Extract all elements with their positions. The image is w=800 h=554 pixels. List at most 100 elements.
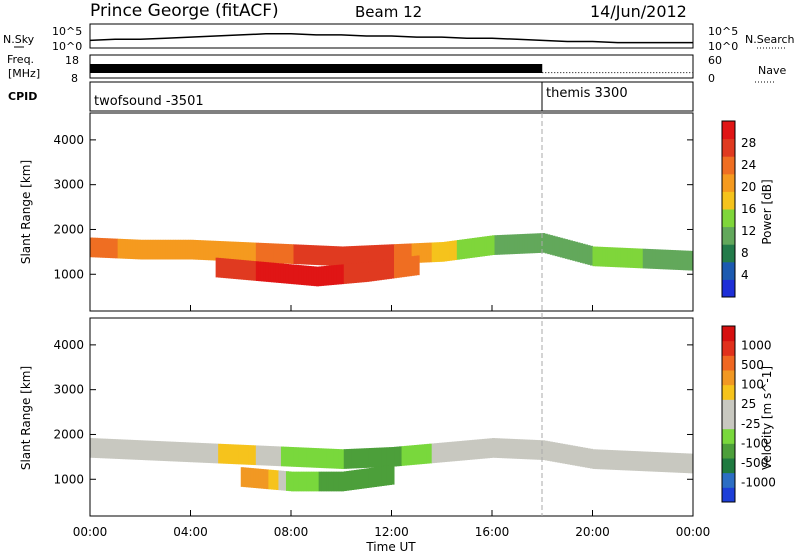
range-cell (336, 471, 340, 492)
range-cell (270, 446, 274, 466)
range-cell (321, 266, 325, 286)
range-cell (406, 243, 410, 264)
colorbar-swatch (722, 121, 735, 140)
colorbar-tick-label: 25 (741, 397, 756, 411)
range-cell (308, 265, 312, 286)
range-cell (366, 448, 370, 468)
colorbar-swatch (722, 138, 735, 157)
range-cell (263, 243, 267, 263)
range-cell (484, 438, 488, 459)
range-cell (529, 233, 533, 254)
range-cell (306, 471, 310, 492)
range-cell (517, 439, 521, 459)
range-cell (584, 447, 588, 468)
range-cell (597, 449, 601, 470)
range-cell (612, 450, 616, 470)
range-cell (461, 440, 465, 461)
range-cell (645, 248, 649, 269)
range-cell (557, 442, 561, 463)
range-cell (507, 234, 511, 255)
range-cell (303, 447, 307, 468)
range-cell (112, 238, 116, 259)
range-cell (627, 248, 631, 268)
range-cell (137, 440, 141, 460)
range-cell (263, 445, 267, 466)
range-cell (625, 450, 629, 471)
range-cell (647, 248, 651, 269)
range-cell (549, 235, 553, 255)
range-cell (341, 449, 345, 469)
range-cell (285, 263, 289, 284)
range-cell (464, 440, 468, 461)
range-cell (494, 438, 498, 458)
velocity-xlabel: Time UT (365, 540, 416, 554)
range-cell (167, 441, 171, 462)
range-cell (421, 444, 425, 465)
range-cell (200, 240, 204, 260)
range-cell (680, 250, 684, 271)
range-cell (592, 246, 596, 267)
range-cell (476, 439, 480, 460)
range-cell (107, 238, 111, 259)
velocity-frame (89, 317, 694, 517)
range-cell (383, 447, 387, 468)
range-cell (492, 235, 496, 256)
range-cell (474, 439, 478, 460)
range-cell (245, 260, 249, 281)
range-cell (250, 445, 254, 465)
range-cell (358, 469, 362, 490)
range-cell (90, 237, 94, 258)
colorbar-swatch (722, 279, 735, 298)
range-cell (180, 442, 184, 462)
range-cell (383, 465, 387, 486)
range-cell (130, 239, 134, 260)
range-cell (102, 238, 106, 258)
range-cell (612, 247, 616, 268)
beam-label: Beam 12 (355, 3, 422, 21)
range-cell (607, 449, 611, 470)
range-cell (376, 244, 380, 265)
range-cell (303, 265, 307, 286)
colorbar-swatch (722, 191, 735, 210)
range-cell (240, 259, 244, 280)
range-cell (208, 240, 212, 261)
freq-tick-low: 8 (71, 72, 78, 85)
range-cell (258, 445, 262, 466)
range-cell (291, 447, 295, 467)
range-cell (122, 238, 126, 259)
range-cell (285, 471, 289, 491)
range-cell (605, 247, 609, 267)
range-cell (610, 450, 614, 470)
range-cell (336, 449, 340, 469)
range-cell (441, 442, 445, 463)
range-cell (110, 438, 114, 459)
range-cell (240, 467, 244, 487)
range-cell (406, 256, 410, 277)
range-cell (268, 469, 272, 490)
range-cell (444, 241, 448, 262)
range-cell (97, 438, 101, 459)
range-cell (351, 246, 355, 266)
range-cell (348, 263, 352, 284)
range-cell (248, 242, 252, 263)
range-cell (263, 469, 267, 489)
range-cell (449, 441, 453, 462)
range-cell (225, 241, 229, 262)
range-cell (484, 236, 488, 257)
range-cell (238, 259, 242, 280)
range-cell (419, 444, 423, 465)
colorbar-tick-label: -500 (741, 456, 768, 470)
range-cell (298, 447, 302, 468)
range-cell (476, 237, 480, 258)
range-cell (401, 257, 405, 278)
range-cell (157, 239, 161, 260)
range-cell (368, 467, 372, 488)
frequency-panel: Freq. [MHz] 18 8 60 0 Nave (7, 53, 786, 85)
range-cell (378, 447, 382, 468)
range-cell (311, 447, 315, 468)
range-cell (404, 243, 408, 264)
range-cell (200, 442, 204, 463)
range-cell (356, 448, 360, 469)
